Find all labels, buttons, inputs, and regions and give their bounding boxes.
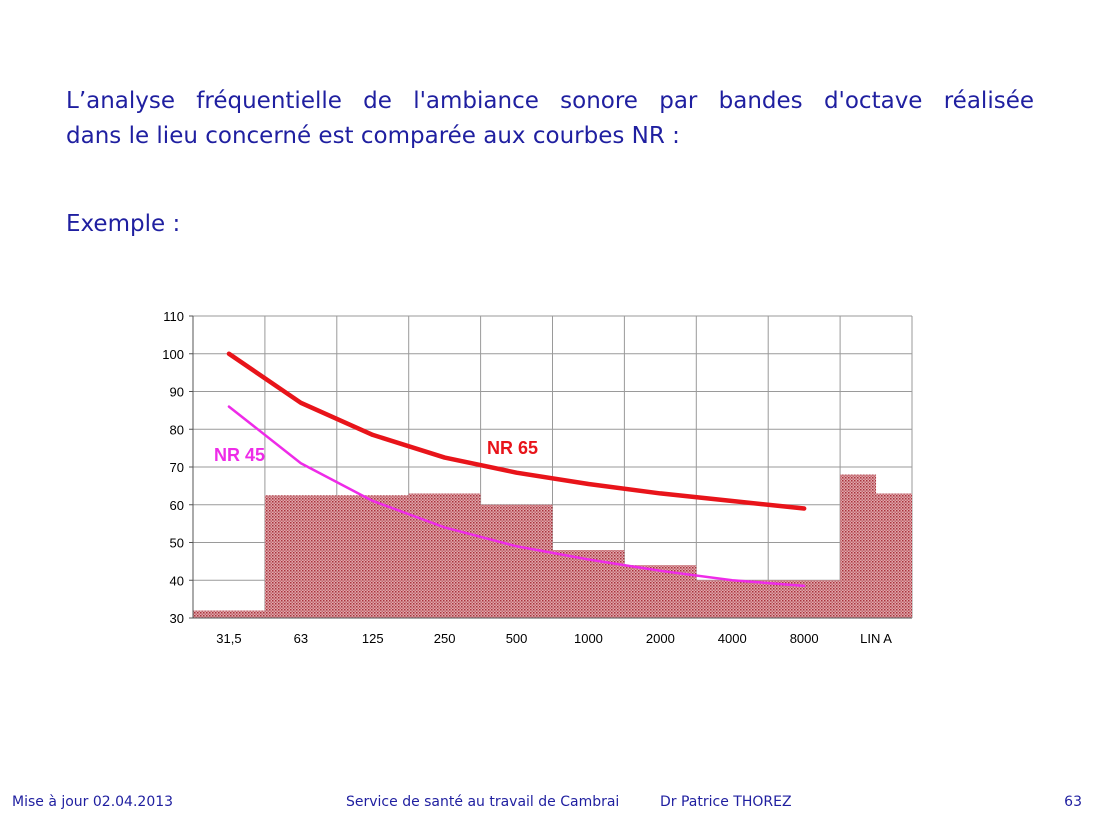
bar [264,495,337,618]
x-tick-label: 125 [362,631,384,646]
bar [408,493,481,618]
bar [552,550,625,618]
y-tick-label: 60 [170,498,184,513]
footer-update-date: Mise à jour 02.04.2013 [12,794,174,810]
bar [840,474,877,618]
bar [696,580,769,618]
nr-octave-chart: 30 40 50 60 70 80 90 100 110 31,5 63 125 250 500 1000 2… [162,309,913,646]
bar [480,504,553,618]
chart-axes: 30 40 50 60 70 80 90 100 110 31,5 63 125 250 500 1000 2… [162,309,912,646]
x-tick-label: 500 [506,631,528,646]
footer-page-number: 63 [1064,794,1082,810]
y-tick-label: 100 [162,347,184,362]
bar [193,610,265,618]
series-line-nr-65 [226,351,807,511]
footer-author: Dr Patrice THOREZ [660,794,792,810]
y-tick-label: 30 [170,611,184,626]
example-label: Exemple : [66,211,181,237]
y-tick-label: 110 [163,309,184,324]
y-tick-label: 40 [170,573,184,588]
x-tick-label: 4000 [718,631,747,646]
x-tick-label: 250 [434,631,456,646]
bar [876,493,912,618]
x-tick-label: 8000 [790,631,819,646]
bar [336,495,409,618]
footer-service: Service de santé au travail de Cambrai [346,794,620,810]
y-tick-label: 70 [170,460,184,475]
x-tick-label: 2000 [646,631,675,646]
intro-line-1: L’analyse fréquentielle de l'ambiance so… [66,88,1034,114]
series-line-nr-45 [227,405,806,588]
chart-lines [226,351,807,588]
y-tick-label: 90 [170,385,184,400]
y-tick-label: 80 [170,422,184,437]
intro-paragraph: L’analyse fréquentielle de l'ambiance so… [66,84,1034,154]
nr65-series-label: NR 65 [487,438,538,458]
chart-bars [193,474,912,618]
nr45-series-label: NR 45 [214,445,265,465]
x-tick-label: LIN A [860,631,892,646]
x-tick-label: 31,5 [216,631,241,646]
y-tick-label: 50 [170,536,184,551]
x-tick-label: 1000 [574,631,603,646]
x-tick-label: 63 [294,631,308,646]
intro-line-2: dans le lieu concerné est comparée aux c… [66,123,680,149]
